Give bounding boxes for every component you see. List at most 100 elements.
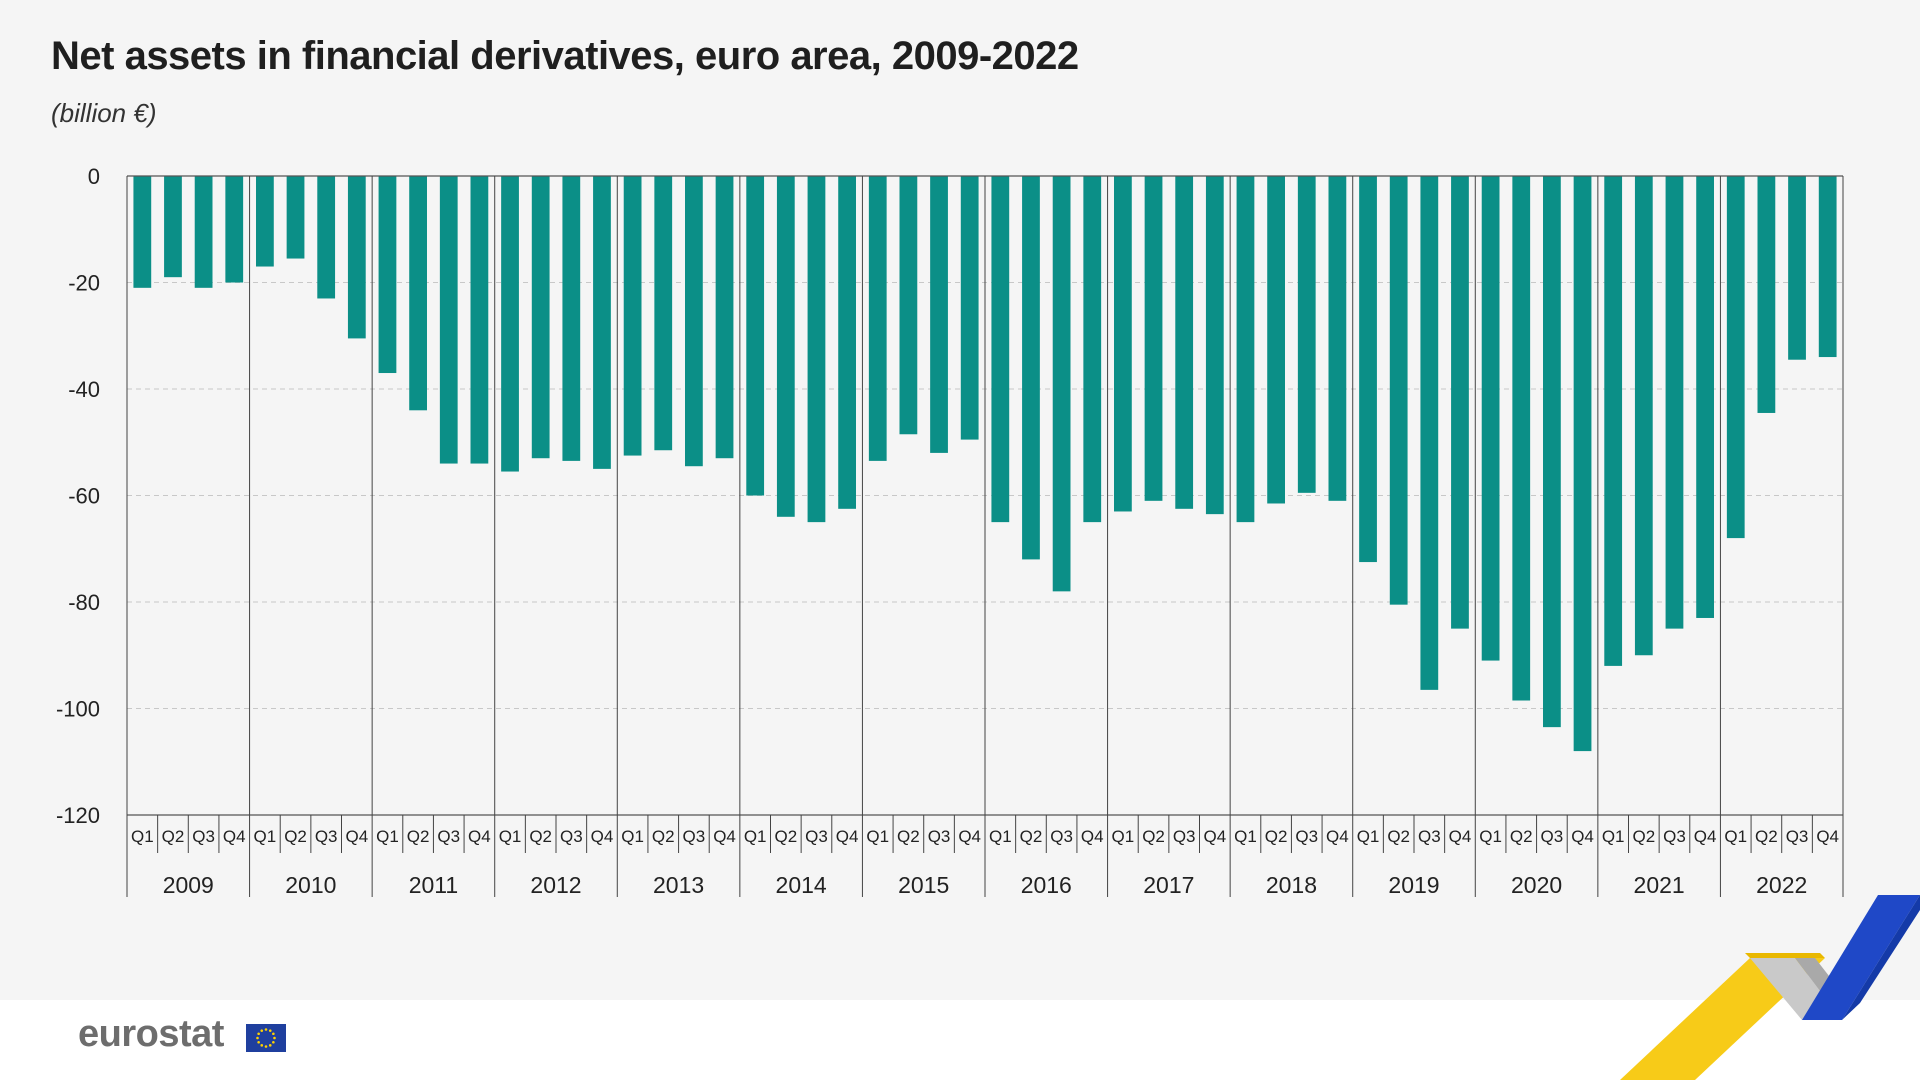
bar [1297,176,1316,493]
tick-labels: 0 -20 -40 -60 -80 -100 -120 Q1 Q2 Q3 Q4 Q1 Q2 Q3 Q4 Q1 Q… [56,164,1839,898]
x-tick-label-year: 2015 [898,872,949,898]
x-tick-label-quarter: Q3 [1541,827,1564,846]
bar [1114,176,1132,512]
x-tick-label-quarter: Q3 [1173,827,1196,846]
bar [930,176,948,453]
x-tick-label-quarter: Q4 [468,827,491,846]
flag-star [256,1036,259,1040]
x-tick-label-quarter: Q2 [652,827,675,846]
bar [317,176,336,299]
x-tick-label-quarter: Q2 [529,827,552,846]
flag-star [257,1032,260,1036]
bar [378,176,397,374]
x-tick-label-quarter: Q1 [1234,827,1257,846]
bar [1420,176,1439,690]
flag-star [264,1045,268,1048]
flag-star [264,1028,268,1031]
bar [1052,176,1071,592]
eurostat-logo-text: eurostat [78,1013,224,1055]
x-tick-label-quarter: Q4 [1203,827,1226,846]
x-tick-label-quarter: Q1 [1479,827,1502,846]
x-tick-label-quarter: Q2 [774,827,797,846]
x-tick-label-quarter: Q4 [958,827,981,846]
bar [531,176,550,459]
bar [1481,176,1500,661]
x-tick-label-quarter: Q2 [1510,827,1533,846]
x-tick-label-quarter: Q3 [560,827,583,846]
x-tick-label-quarter: Q1 [744,827,767,846]
bar [1236,176,1255,523]
chart-background [0,0,1920,1000]
x-tick-label-year: 2019 [1388,872,1439,898]
x-tick-label-quarter: Q1 [376,827,399,846]
bar [164,176,182,278]
bar [1205,176,1224,515]
x-tick-label-quarter: Q3 [683,827,706,846]
x-tick-label-quarter: Q4 [1081,827,1104,846]
x-tick-label-quarter: Q3 [1050,827,1073,846]
x-tick-label-quarter: Q3 [805,827,828,846]
bar [715,176,734,459]
x-tick-label-quarter: Q3 [1418,827,1441,846]
y-tick-label: 0 [88,164,100,189]
x-tick-label-quarter: Q3 [192,827,215,846]
flag-star [257,1040,260,1044]
bar [776,176,795,517]
x-tick-label-year: 2018 [1266,872,1317,898]
x-tick-label-quarter: Q1 [254,827,277,846]
x-tick-label-year: 2011 [409,872,458,898]
chart-subtitle: (billion €) [51,98,157,128]
bar [1359,176,1377,563]
x-tick-label-quarter: Q4 [223,827,246,846]
bar [1328,176,1347,501]
y-tick-label: -100 [56,697,100,722]
y-tick-label: -40 [68,377,100,402]
x-tick-label-quarter: Q1 [1357,827,1380,846]
x-tick-label-quarter: Q2 [1020,827,1043,846]
bar [1757,176,1776,413]
bar [1543,176,1561,728]
x-tick-label-quarter: Q2 [1265,827,1288,846]
x-tick-label-quarter: Q3 [928,827,951,846]
bar [256,176,274,267]
flag-star [272,1032,275,1036]
x-tick-label-quarter: Q4 [1449,827,1472,846]
bar [838,176,856,509]
bar [807,176,826,523]
bar [347,176,366,339]
bar [1726,176,1745,539]
bar [1788,176,1806,360]
x-tick-label-year: 2016 [1021,872,1072,898]
bar [1818,176,1837,358]
flag-star [272,1040,275,1044]
y-tick-label: -60 [68,484,100,509]
x-tick-label-quarter: Q2 [1142,827,1165,846]
x-tick-label-quarter: Q4 [345,827,368,846]
x-tick-label-quarter: Q2 [897,827,920,846]
flag-star [268,1044,272,1047]
x-tick-label-year: 2021 [1634,872,1685,898]
y-tick-label: -80 [68,590,100,615]
x-tick-label-quarter: Q2 [1632,827,1655,846]
bar [133,176,152,288]
x-tick-label-year: 2017 [1143,872,1194,898]
x-tick-label-quarter: Q3 [1295,827,1318,846]
x-tick-label-quarter: Q2 [1387,827,1410,846]
bar [1175,176,1194,509]
bar [1451,176,1469,629]
x-tick-label-quarter: Q1 [866,827,889,846]
x-tick-label-year: 2009 [163,872,214,898]
bar [960,176,979,440]
bar [501,176,519,472]
bar [593,176,611,469]
bar [623,176,642,456]
x-tick-label-quarter: Q4 [1694,827,1717,846]
eu-flag-icon [246,1024,286,1052]
flag-star [273,1036,276,1040]
x-tick-label-quarter: Q2 [162,827,185,846]
x-tick-label-quarter: Q1 [621,827,644,846]
bar [1634,176,1653,656]
x-tick-label-quarter: Q4 [1816,827,1839,846]
x-tick-label-year: 2022 [1756,872,1807,898]
x-tick-label-quarter: Q1 [1724,827,1747,846]
